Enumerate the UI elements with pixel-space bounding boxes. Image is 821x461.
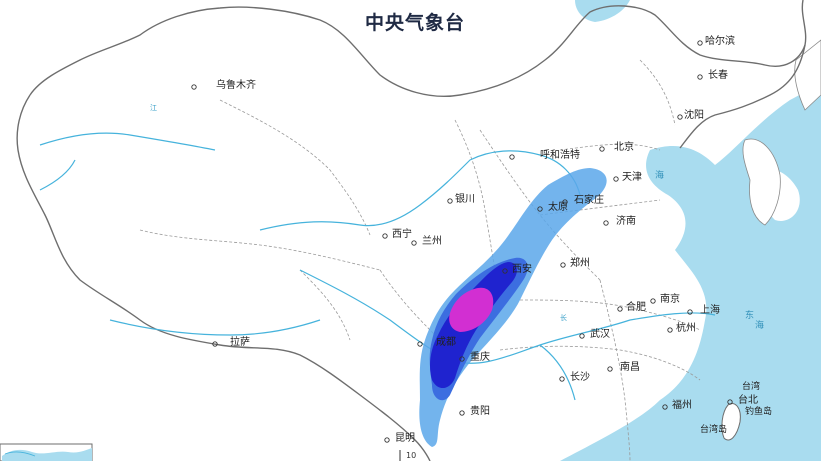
city-label: 上海 xyxy=(700,303,720,316)
south-china-sea-inset xyxy=(0,443,93,461)
map-tick: 10 xyxy=(399,450,416,461)
city-label: 沈阳 xyxy=(684,108,704,121)
city-marker-icon xyxy=(459,356,465,362)
city-marker-icon xyxy=(411,240,417,246)
city-label: 杭州 xyxy=(676,321,696,334)
city-label: 西宁 xyxy=(392,227,412,240)
city-marker-icon xyxy=(697,74,703,80)
water-label: 江 xyxy=(150,104,157,112)
city-label: 南京 xyxy=(660,292,680,305)
city-marker-icon xyxy=(687,309,693,315)
island-labels: 台湾 台湾岛 钓鱼岛 xyxy=(700,380,772,435)
city-label: 哈尔滨 xyxy=(705,34,735,47)
city-marker-icon xyxy=(579,333,585,339)
water-label: 海 xyxy=(655,169,664,181)
city-marker-icon xyxy=(502,268,508,274)
city-label: 成都 xyxy=(436,336,456,348)
taiwan-island xyxy=(721,403,741,441)
city-label: 太原 xyxy=(548,200,568,213)
city-marker-icon xyxy=(613,176,619,182)
city-marker-icon xyxy=(617,306,623,312)
city-marker-icon xyxy=(650,298,656,304)
city-label: 北京 xyxy=(614,140,634,153)
title-block: 中央气象台 xyxy=(365,11,465,34)
city-label: 天津 xyxy=(622,171,642,183)
city-label: 长春 xyxy=(708,69,728,81)
city-marker-icon xyxy=(384,437,390,443)
city-marker-icon xyxy=(562,199,568,205)
city-label: 石家庄 xyxy=(574,193,604,206)
water-label: 长 xyxy=(560,313,567,322)
city-marker-icon xyxy=(662,404,668,410)
rainfall-light-area xyxy=(419,168,607,447)
city-label: 呼和浩特 xyxy=(540,149,580,161)
rainfall-extreme-area xyxy=(449,287,494,332)
city-marker-icon xyxy=(599,146,605,152)
city-label: 昆明 xyxy=(395,432,415,444)
city-label: 贵阳 xyxy=(470,404,490,417)
island-label: 台湾岛 xyxy=(700,423,727,435)
city-label: 南昌 xyxy=(620,360,640,373)
country-borders xyxy=(16,0,807,461)
water-label: 海 xyxy=(755,319,764,331)
city-marker-icon xyxy=(417,341,423,347)
city-marker-icon xyxy=(191,84,197,90)
city-marker-icon xyxy=(382,233,388,239)
city-label: 台北 xyxy=(738,393,758,406)
city-label: 长沙 xyxy=(570,371,590,383)
city-marker-icon xyxy=(509,154,515,160)
issuer-title: 中央气象台 xyxy=(365,11,465,34)
city-marker-icon xyxy=(537,206,543,212)
city-marker-icon xyxy=(667,327,673,333)
city-label: 西安 xyxy=(512,262,532,275)
water-labels: 长 海 东 海 江 xyxy=(150,104,764,331)
city-label: 郑州 xyxy=(570,256,590,269)
rivers xyxy=(39,132,716,401)
city-markers xyxy=(191,40,733,443)
city-marker-icon xyxy=(559,376,565,382)
city-label: 福州 xyxy=(672,398,692,411)
island-label: 钓鱼岛 xyxy=(745,405,772,417)
city-marker-icon xyxy=(607,366,613,372)
city-label: 拉萨 xyxy=(230,335,250,348)
city-marker-icon xyxy=(447,198,453,204)
city-marker-icon xyxy=(212,341,218,347)
city-marker-icon xyxy=(459,410,465,416)
city-marker-icon xyxy=(560,262,566,268)
city-label: 乌鲁木齐 xyxy=(216,78,256,91)
island-label: 台湾 xyxy=(742,380,760,392)
sea-areas xyxy=(560,0,821,461)
city-marker-icon xyxy=(697,40,703,46)
city-label: 重庆 xyxy=(470,350,490,363)
city-label: 合肥 xyxy=(626,300,646,313)
city-label: 武汉 xyxy=(590,327,610,340)
city-marker-icon xyxy=(603,220,609,226)
city-marker-icon xyxy=(727,399,733,405)
water-label: 东 xyxy=(745,309,754,321)
city-marker-icon xyxy=(677,114,683,120)
city-label: 济南 xyxy=(616,214,636,227)
city-label: 兰州 xyxy=(422,234,442,247)
tick-label: 10 xyxy=(406,451,416,460)
rainfall-areas xyxy=(419,168,607,447)
city-label: 银川 xyxy=(455,192,475,205)
